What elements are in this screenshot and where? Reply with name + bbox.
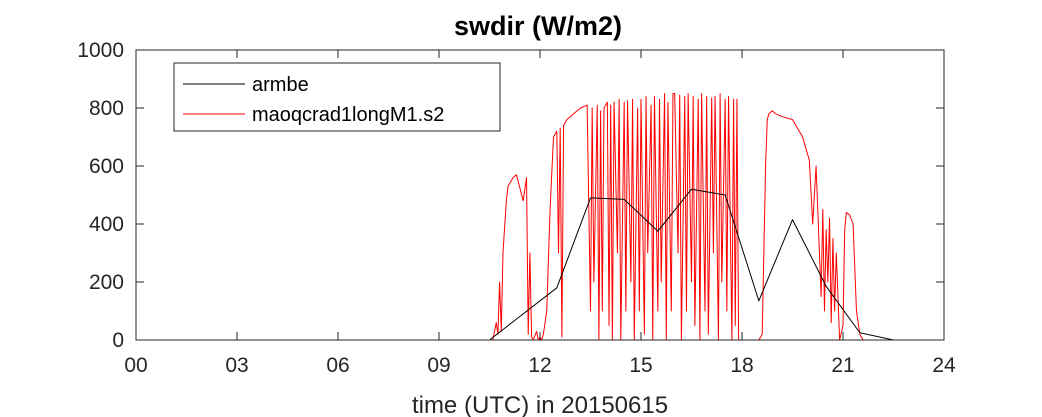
x-tick-label: 21 bbox=[831, 354, 854, 377]
legend-box bbox=[173, 62, 501, 132]
y-tick-label: 600 bbox=[89, 155, 124, 178]
legend-label-maoqcrad1longM1-s2: maoqcrad1longM1.s2 bbox=[252, 104, 444, 126]
y-tick-label: 400 bbox=[89, 213, 124, 236]
legend: armbe maoqcrad1longM1.s2 bbox=[173, 62, 501, 132]
chart-title: swdir (W/m2) bbox=[454, 11, 622, 41]
y-tick-label: 800 bbox=[89, 97, 124, 120]
y-axis: 0 200 400 600 800 1000 bbox=[77, 39, 944, 352]
x-tick-label: 03 bbox=[225, 354, 248, 377]
x-tick-label: 15 bbox=[629, 354, 652, 377]
series-line-maoqcrad1longm1-s2 bbox=[136, 93, 944, 341]
x-tick-label: 00 bbox=[124, 354, 147, 377]
x-tick-label: 24 bbox=[932, 354, 956, 377]
y-tick-label: 200 bbox=[89, 271, 124, 294]
y-tick-label: 0 bbox=[112, 329, 124, 352]
x-tick-label: 06 bbox=[326, 354, 349, 377]
x-tick-label: 12 bbox=[528, 354, 551, 377]
series-layer bbox=[136, 93, 944, 341]
y-tick-label: 1000 bbox=[77, 39, 124, 62]
x-tick-label: 09 bbox=[427, 354, 450, 377]
x-axis-label: time (UTC) in 20150615 bbox=[412, 392, 668, 417]
series-line-armbe bbox=[136, 188, 944, 341]
legend-label-armbe: armbe bbox=[252, 74, 309, 96]
x-tick-label: 18 bbox=[730, 354, 753, 377]
x-axis: 00 03 06 09 12 15 18 21 24 bbox=[124, 50, 956, 377]
